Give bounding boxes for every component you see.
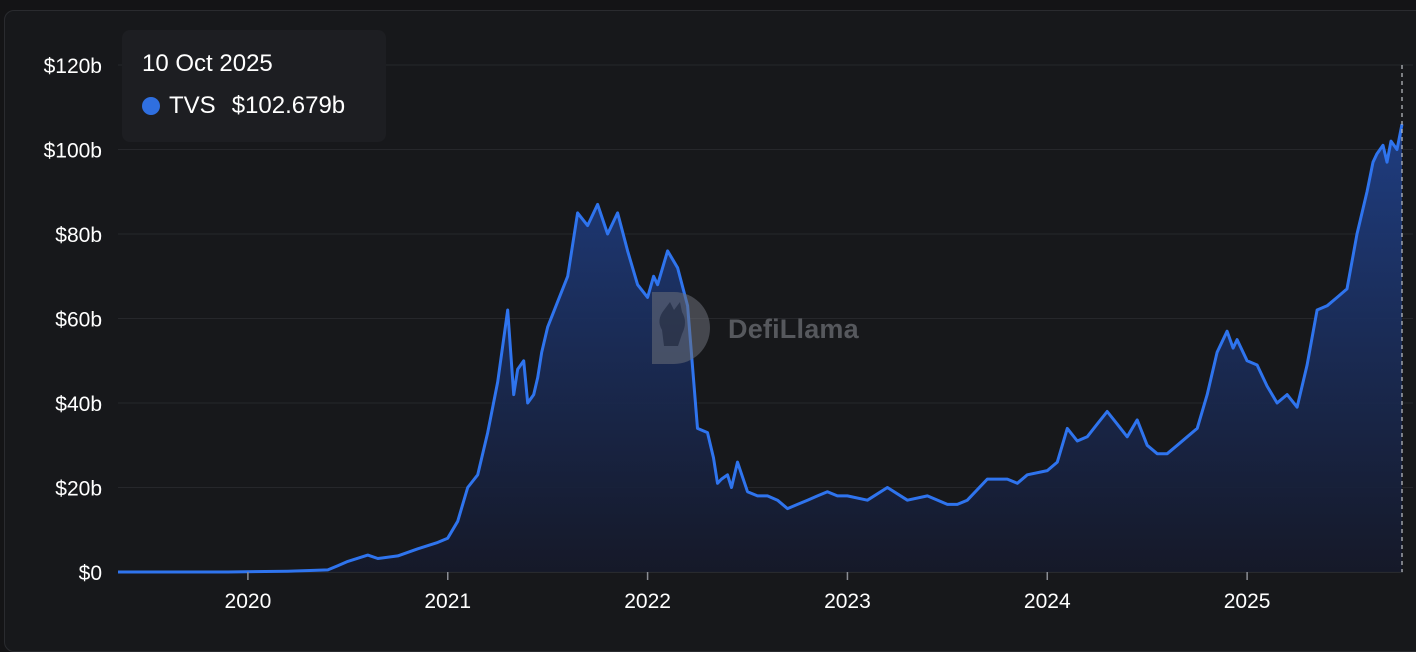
tooltip: 10 Oct 2025 TVS $102.679b — [122, 30, 386, 142]
y-tick-label: $100b — [44, 140, 102, 163]
y-tick-label: $20b — [55, 478, 102, 501]
y-axis-ticks: $0 $20b $40b $60b $80b $100b $120b — [44, 55, 102, 585]
y-tick-label: $0 — [79, 562, 102, 585]
y-tick-label: $40b — [55, 393, 102, 416]
series-dot-icon — [142, 97, 160, 115]
tvs-area-chart[interactable]: $0$20b$40b$60b$80b$100b$120b 2020 2021 202… — [0, 0, 1416, 634]
series-line — [118, 123, 1404, 574]
watermark: DefiLlama — [644, 288, 859, 370]
x-tick-label: 2020 — [225, 590, 272, 613]
tooltip-row: TVS $102.679b — [142, 92, 386, 120]
watermark-text: DefiLlama — [728, 313, 859, 344]
series-line-tvs — [118, 123, 1404, 574]
area-fill — [118, 124, 1402, 572]
tooltip-series-name: TVS — [169, 92, 216, 119]
tooltip-value: $102.679b — [231, 92, 346, 119]
x-tick-label: 2022 — [624, 590, 671, 613]
tooltip-date: 10 Oct 2025 — [142, 50, 273, 77]
series-area-tvs — [118, 124, 1402, 572]
x-axis-ticks: 2020 2021 2022 2023 2024 2025 — [225, 572, 1271, 613]
x-tick-label: 2023 — [824, 590, 871, 613]
y-tick-label: $60b — [55, 309, 102, 332]
x-tick-label: 2021 — [424, 590, 471, 613]
y-tick-label: $80b — [55, 224, 102, 247]
x-tick-label: 2025 — [1224, 590, 1271, 613]
llama-logo-icon — [652, 292, 710, 364]
x-tick-label: 2024 — [1024, 590, 1071, 613]
y-tick-label: $120b — [44, 55, 102, 78]
